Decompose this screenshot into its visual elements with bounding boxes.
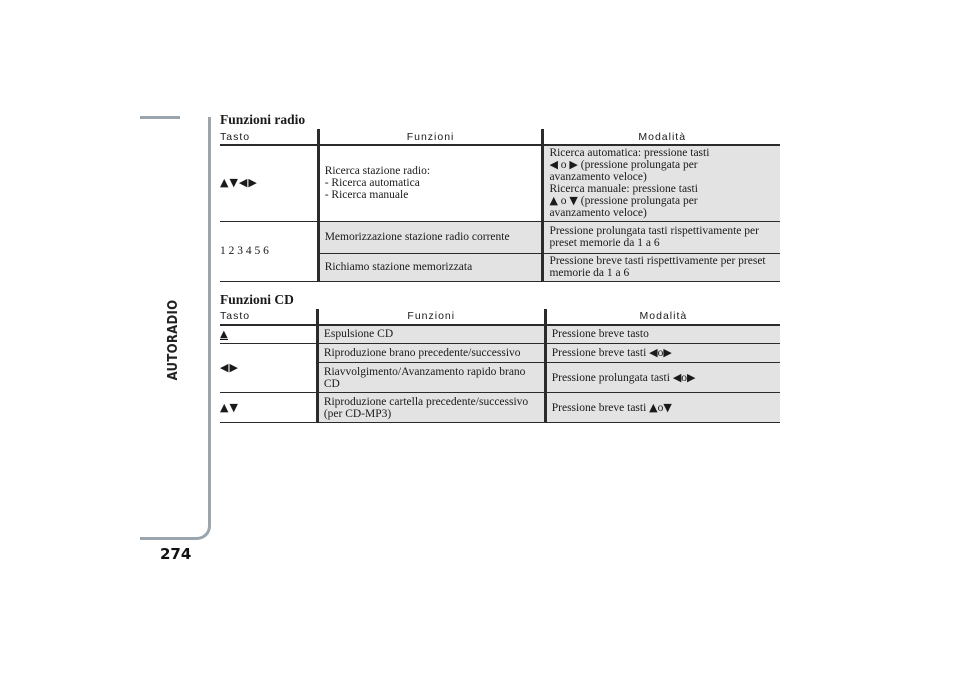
table-header-row: Tasto Funzioni Modalità [220,308,780,326]
left-triangle-icon: ◀ [649,346,658,359]
function-cell: Riproduzione cartella precedente/success… [315,392,546,423]
cd-functions-table: Tasto Funzioni Modalità ▲ Espulsione CD … [220,308,780,423]
function-cell: Espulsione CD [315,324,546,344]
connector-text: o [657,401,664,414]
connector-text: o [681,371,688,384]
key-cell: ◀▶ [220,343,318,393]
function-cell: Ricerca stazione radio: - Ricerca automa… [316,145,543,222]
arrow-keys-icon: ▲▼◀▶ [220,176,258,190]
mode-line: Ricerca manuale: pressione tasti [549,183,698,196]
preset-keys: 1 2 3 4 5 6 [220,245,269,257]
key-cell: ▲ [220,324,318,344]
right-triangle-icon: ▶ [569,158,578,172]
function-cell: Riproduzione brano precedente/successivo [315,343,546,363]
mode-line: ◀ o ▶ (pressione prolungata per [549,158,775,172]
header-tasto: Tasto [220,129,319,146]
header-funzioni: Funzioni [316,129,543,146]
mode-text: Pressione prolungata tasti [551,371,670,384]
key-cell: 1 2 3 4 5 6 [220,221,319,282]
left-triangle-icon: ◀ [549,158,558,172]
mode-cell: Pressione breve tasti ▲o▼ [543,392,780,423]
mode-text: Pressione breve tasti [551,401,647,414]
side-frame [140,117,211,540]
header-funzioni: Funzioni [315,308,546,326]
mode-cell: Pressione breve tasti ◀o▶ [543,343,780,363]
table-row: 1 2 3 4 5 6 Memorizzazione stazione radi… [220,221,780,282]
connector-text: o [560,195,567,208]
down-triangle-icon: ▼ [663,400,672,414]
radio-section-title: Funzioni radio [220,112,306,127]
table-row: ▲▼ Riproduzione cartella precedente/succ… [220,392,780,423]
table-row: ▲ Espulsione CD Pressione breve tasto [220,324,780,344]
table-row: Riavvolgimento/Avanzamento rapido brano … [220,362,780,393]
table-row: Richiamo stazione memorizzata Pressione … [220,253,780,282]
mode-text: (pressione prolungata per [580,159,698,172]
side-frame-top [140,116,180,119]
function-cell: Richiamo stazione memorizzata [316,253,543,282]
right-triangle-icon: ▶ [687,370,696,384]
mode-text: Pressione breve tasti [551,347,647,359]
header-tasto: Tasto [220,308,318,326]
key-cell: ▲▼◀▶ [220,145,319,222]
page-content: Funzioni radio Tasto Funzioni Modalità ▲… [220,112,780,423]
down-triangle-icon: ▼ [569,194,578,208]
function-cell: Riavvolgimento/Avanzamento rapido brano … [315,362,546,393]
function-line: - Ricerca automatica [324,177,420,190]
mode-line: ▲ o ▼ (pressione prolungata per [549,194,775,208]
mode-cell: Pressione prolungata tasti ◀o▶ [543,362,780,393]
up-down-keys-icon: ▲▼ [220,400,239,414]
mode-text: (pressione prolungata per [580,195,698,208]
function-line: Ricerca stazione radio: [324,165,431,178]
section-gap [220,282,780,292]
connector-text: o [560,159,567,172]
table-row: ▲▼◀▶ Ricerca stazione radio: - Ricerca a… [220,145,780,222]
mode-cell: Pressione breve tasto [543,324,780,344]
mode-cell: Pressione breve tasti rispettivamente pe… [541,253,780,282]
header-modalita: Modalità [543,308,780,326]
function-cell: Memorizzazione stazione radio corrente [316,221,543,254]
key-cell: ▲▼ [220,392,318,423]
page-number: 274 [160,545,192,563]
left-right-keys-icon: ◀▶ [220,361,239,374]
up-triangle-icon: ▲ [649,400,658,414]
function-line: - Ricerca manuale [324,189,409,202]
mode-cell: Ricerca automatica: pressione tasti ◀ o … [541,145,780,222]
table-header-row: Tasto Funzioni Modalità [220,129,780,146]
cd-section-title: Funzioni CD [220,291,294,307]
connector-text: o [657,347,664,359]
right-triangle-icon: ▶ [663,346,672,359]
table-row: ◀▶ Riproduzione brano precedente/success… [220,343,780,393]
up-triangle-icon: ▲ [549,194,558,208]
mode-cell: Pressione prolungata tasti rispettivamen… [541,221,780,254]
eject-icon: ▲ [220,329,228,341]
mode-line: Ricerca automatica: pressione tasti [549,147,710,160]
header-modalita: Modalità [541,129,780,146]
radio-functions-table: Tasto Funzioni Modalità ▲▼◀▶ Ricerca sta… [220,129,780,282]
mode-line: avanzamento veloce) [549,207,647,220]
left-triangle-icon: ◀ [672,370,682,384]
section-label: AUTORADIO [166,299,181,381]
mode-line: avanzamento veloce) [549,171,647,184]
